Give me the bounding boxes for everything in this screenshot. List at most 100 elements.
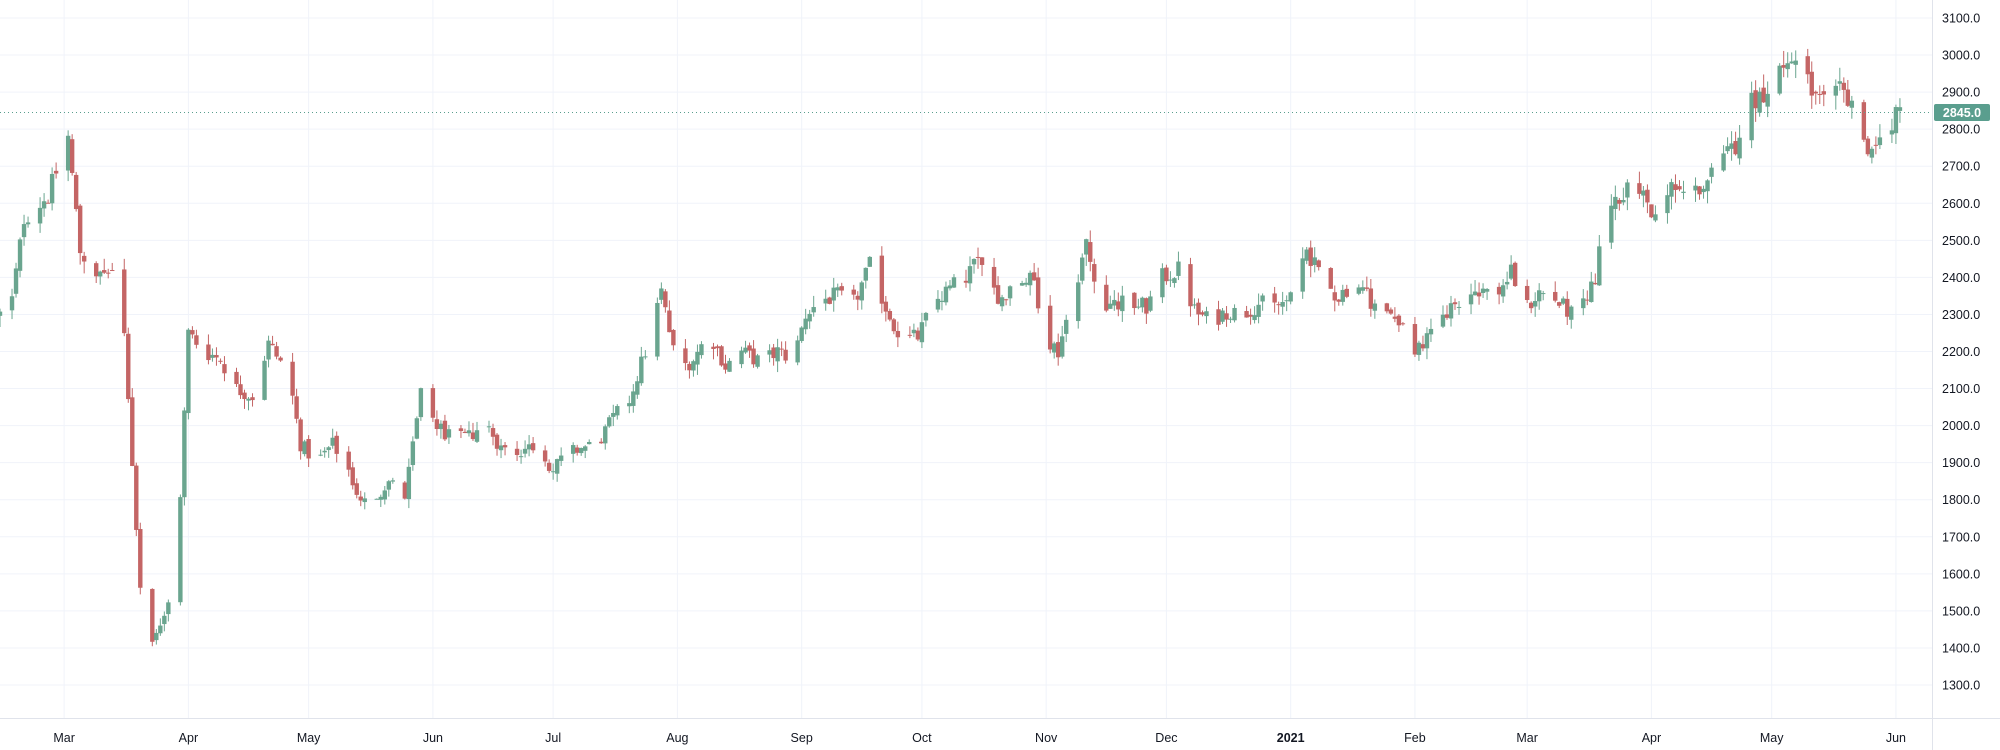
candle[interactable] [270,335,275,346]
candle[interactable] [1621,187,1626,206]
candle[interactable] [1540,290,1546,301]
candle[interactable] [1284,295,1289,312]
candle[interactable] [246,397,251,411]
candle[interactable] [1757,87,1762,117]
candle[interactable] [410,436,416,471]
candle[interactable] [1701,185,1706,199]
candle[interactable] [1793,50,1798,79]
candle[interactable] [879,246,885,314]
candle[interactable] [887,308,893,322]
candle[interactable] [546,459,552,474]
candle[interactable] [1536,283,1542,310]
candle[interactable] [65,130,71,182]
candle[interactable] [430,384,436,423]
candle[interactable] [1076,274,1081,329]
candle[interactable] [999,294,1005,312]
candle[interactable] [13,262,19,298]
candle[interactable] [711,342,716,360]
candle[interactable] [1585,290,1590,306]
candle[interactable] [1889,118,1895,143]
candle[interactable] [723,354,728,374]
candle[interactable] [494,433,500,456]
candle[interactable] [839,282,844,296]
candle[interactable] [1204,306,1209,324]
candle[interactable] [1805,48,1810,84]
candle[interactable] [1412,317,1418,357]
candle[interactable] [98,270,103,285]
candle[interactable] [1637,171,1642,199]
candle[interactable] [1897,98,1903,123]
candle[interactable] [1084,238,1089,266]
candle[interactable] [262,355,267,401]
candle[interactable] [1172,277,1177,288]
candle[interactable] [210,348,215,362]
candle[interactable] [1649,204,1654,219]
candle[interactable] [1641,186,1646,208]
candle[interactable] [1372,299,1378,319]
candle[interactable] [1500,279,1506,303]
candle[interactable] [1384,302,1390,314]
candle[interactable] [1220,308,1225,325]
candle[interactable] [1697,186,1702,200]
candle[interactable] [518,449,524,464]
candle[interactable] [1047,295,1053,354]
candle[interactable] [1160,263,1165,304]
candle[interactable] [1877,124,1883,150]
candle[interactable] [0,308,3,327]
candle[interactable] [1665,184,1670,224]
candle[interactable] [1276,301,1281,315]
candle[interactable] [1725,137,1730,154]
candle[interactable] [374,498,379,500]
candle[interactable] [1440,305,1446,329]
candle[interactable] [1749,81,1754,149]
candle[interactable] [1019,280,1025,286]
candle[interactable] [1456,301,1462,315]
candle[interactable] [418,387,424,421]
candle[interactable] [1176,251,1181,281]
candle[interactable] [1356,284,1362,296]
candle[interactable] [1597,234,1602,286]
candle[interactable] [631,384,636,413]
candle[interactable] [1112,290,1117,311]
candle[interactable] [490,423,496,446]
candle[interactable] [382,485,387,505]
candle[interactable] [470,422,476,441]
candle[interactable] [93,261,99,283]
candle[interactable] [867,256,873,267]
candle[interactable] [1364,276,1370,292]
candle[interactable] [603,424,608,450]
candle[interactable] [583,445,588,459]
candle[interactable] [1188,257,1193,317]
candle[interactable] [911,323,917,338]
candle[interactable] [1448,295,1454,327]
candle[interactable] [402,480,408,500]
candle[interactable] [122,258,127,337]
candle[interactable] [907,326,913,339]
candle[interactable] [643,350,648,360]
candle[interactable] [767,344,772,363]
candle[interactable] [1617,197,1622,211]
candle[interactable] [1312,247,1317,273]
candle[interactable] [811,295,816,317]
candle[interactable] [1869,146,1875,164]
candle[interactable] [302,439,307,457]
candle[interactable] [1532,292,1538,317]
candle[interactable] [1104,275,1109,313]
candle[interactable] [1416,340,1422,361]
candle[interactable] [1232,304,1237,323]
candle[interactable] [1059,325,1065,359]
candle[interactable] [687,361,692,379]
candle[interactable] [587,439,592,445]
candle[interactable] [53,162,59,179]
candle[interactable] [891,318,897,335]
candle[interactable] [390,477,396,484]
candle[interactable] [378,494,383,508]
candle[interactable] [1849,95,1855,119]
candle[interactable] [190,326,195,339]
candle[interactable] [1581,289,1586,316]
candle[interactable] [1248,308,1253,325]
candle[interactable] [855,291,860,311]
candle[interactable] [1444,305,1450,320]
candle[interactable] [1813,90,1818,105]
candle[interactable] [522,440,528,458]
